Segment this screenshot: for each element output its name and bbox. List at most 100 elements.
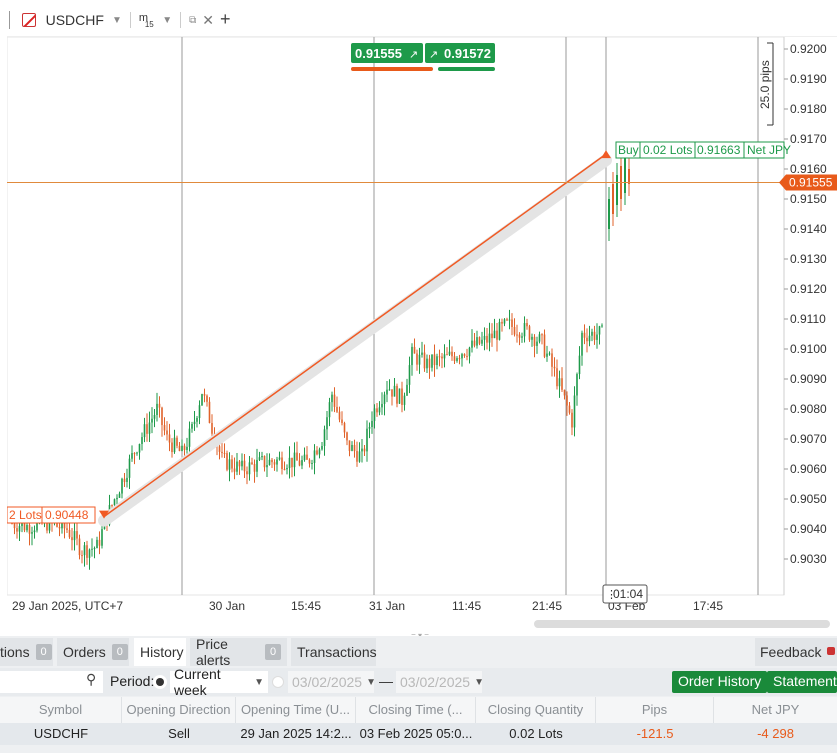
column-header[interactable]: Closing Quantity [476, 697, 596, 723]
chart-tab-usdchf[interactable]: USDCHF ▼ m 15 ▼ ⧉ ✕ [12, 7, 214, 33]
candle-body [253, 464, 256, 472]
add-tab-icon[interactable]: + [220, 9, 231, 29]
candle-body [551, 353, 553, 367]
candle-body [466, 355, 468, 357]
feedback-button[interactable]: Feedback [755, 638, 837, 666]
candle-body [146, 424, 148, 434]
candle-countdown-value: 01:04 [613, 587, 643, 601]
candle-body [118, 493, 121, 498]
tab-orders[interactable]: Orders 0 [57, 638, 129, 666]
custom-range-radio[interactable] [272, 676, 284, 688]
search-input[interactable] [0, 671, 103, 693]
chart-canvas[interactable]: 0.9200 0.9190 0.9180 0.9170 0.9160 0.9150 0.91… [7, 37, 837, 617]
open-marker-icon[interactable] [99, 510, 109, 519]
period-select[interactable]: Current week ▼ [170, 666, 268, 698]
candle-body [371, 420, 373, 428]
candle-body [101, 529, 103, 546]
tab-positions[interactable]: tions 0 [0, 638, 53, 666]
tab-history[interactable]: History [134, 638, 186, 666]
close-trade-label[interactable] [615, 141, 785, 159]
candle-body [318, 449, 321, 455]
panel-resize-handle[interactable]: = ▾ = [405, 631, 435, 640]
candle-body [211, 422, 213, 434]
price-axis-label: 0.9040 [790, 522, 827, 536]
candle-body [231, 459, 233, 469]
tab-transactions[interactable]: Transactions [291, 638, 377, 666]
chevron-down-icon: ▼ [254, 676, 264, 688]
candle-body [491, 333, 493, 339]
instrument-logo-icon [22, 13, 36, 27]
candle-body [246, 471, 248, 475]
candle-body [533, 336, 536, 346]
candle-body [468, 347, 471, 357]
time-axis-label: 11:45 [452, 599, 481, 613]
chart-scrollbar[interactable] [534, 620, 830, 628]
sell-quote-button[interactable] [351, 43, 423, 63]
candle-body [558, 378, 561, 387]
candle-body [331, 394, 333, 403]
column-header[interactable]: Net JPY [751, 702, 800, 717]
candle-body [226, 453, 228, 470]
candle-body [81, 555, 83, 557]
search-icon[interactable]: ⚲ [86, 671, 97, 687]
price-chart[interactable]: 0.9200 0.9190 0.9180 0.9170 0.9160 0.9150 0.91… [7, 36, 837, 616]
candle-body [266, 465, 268, 468]
candle-body [291, 457, 293, 468]
candle-body [396, 385, 398, 404]
tab-price-alerts[interactable]: Price alerts 0 [190, 636, 287, 668]
candle-body [173, 437, 176, 453]
column-header[interactable]: Opening Time (U... [236, 697, 356, 723]
candle-body [403, 395, 406, 405]
chevron-down-icon[interactable]: ▼ [111, 14, 122, 26]
price-axis-label: 0.9160 [790, 162, 827, 176]
cell-symbol: USDCHF [33, 726, 89, 741]
price-axis-label: 0.9080 [790, 402, 827, 416]
candle-body [153, 415, 156, 419]
candle-body [98, 539, 101, 546]
candle-body [413, 346, 416, 354]
price-axis-label: 0.9060 [790, 462, 827, 476]
candle-body [136, 452, 138, 454]
candle-body [543, 334, 546, 357]
column-header[interactable]: Symbol [0, 697, 122, 723]
sell-quote-price: 0.91555 [355, 46, 402, 61]
candle-body [316, 450, 318, 455]
column-header[interactable]: Pips [596, 697, 714, 723]
timeframe-selector[interactable]: m 15 [139, 12, 154, 29]
tab-label: History [140, 644, 184, 660]
column-header[interactable]: Opening Direction [122, 697, 236, 723]
link-icon[interactable]: ⧉ [189, 14, 197, 26]
close-icon[interactable]: ✕ [202, 11, 215, 28]
candle-body [576, 374, 578, 396]
trade-line[interactable] [103, 153, 607, 518]
candle-body [121, 478, 123, 494]
time-axis-label: 29 Jan 2025, UTC+7 [12, 599, 123, 613]
order-history-button[interactable]: Order History [672, 671, 768, 693]
cell-pips: -121.5 [636, 726, 674, 741]
tab-label: Orders [63, 644, 106, 660]
statement-button[interactable]: Statement [767, 671, 837, 693]
date-from-field[interactable]: 03/02/2025 ▼ [288, 671, 376, 693]
close-marker-icon[interactable] [601, 150, 611, 159]
candle-body [186, 446, 188, 450]
time-axis-label: 30 Jan [209, 599, 245, 613]
candle-body [356, 451, 358, 462]
chevron-down-icon[interactable]: ▼ [162, 14, 173, 26]
candle-body [383, 394, 386, 404]
candle-body [26, 524, 28, 531]
candle-body [71, 537, 73, 541]
table-row[interactable]: USDCHF Sell 29 Jan 2025 14:2... 03 Feb 2… [0, 723, 837, 745]
buy-quote-button[interactable] [425, 43, 495, 63]
candle-body [181, 445, 183, 452]
chevron-down-icon: ▼ [366, 676, 376, 688]
column-header[interactable]: Closing Time (... [356, 697, 476, 723]
tab-label: tions [0, 644, 30, 660]
time-axis-label: 21:45 [532, 599, 562, 613]
open-trade-label[interactable] [7, 506, 96, 524]
candle-body [343, 422, 346, 433]
date-to-field[interactable]: 03/02/2025 ▼ [396, 671, 484, 693]
candle-body [273, 462, 276, 465]
period-preset-radio[interactable] [156, 678, 164, 686]
candle-body [368, 427, 371, 429]
candle-body [476, 337, 478, 346]
